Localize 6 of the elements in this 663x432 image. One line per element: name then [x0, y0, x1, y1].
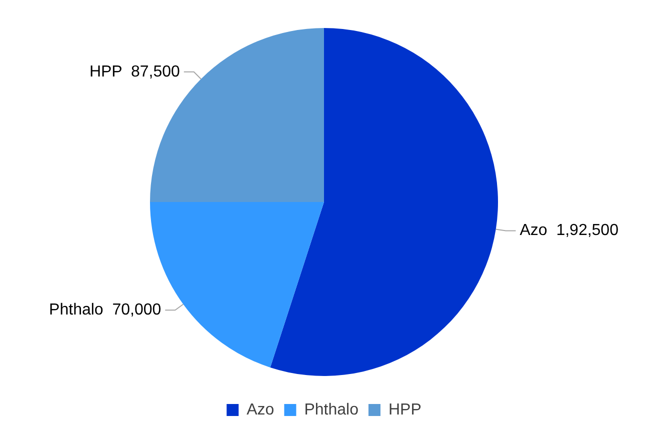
category-label: HPP 87,500: [89, 63, 180, 80]
category-label: Phthalo 70,000: [49, 302, 162, 319]
category-label: Azo 1,92,500: [520, 222, 618, 240]
legend-label: Azo: [246, 401, 274, 418]
legend-label: HPP: [388, 401, 422, 418]
legend-label: Phthalo: [304, 401, 359, 418]
